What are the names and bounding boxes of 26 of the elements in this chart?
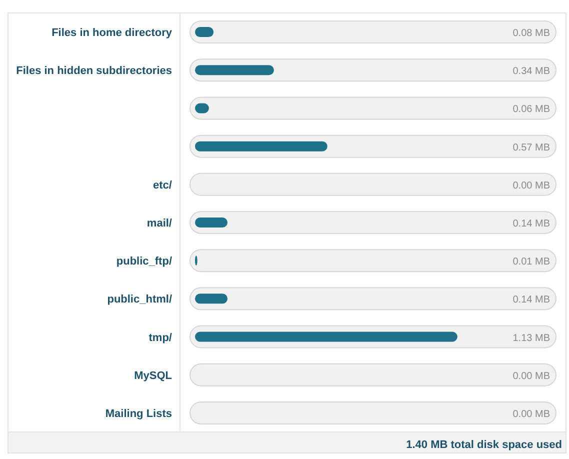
data-label: 0.57 MB — [512, 142, 550, 154]
data-label: 0.00 MB — [512, 370, 550, 382]
bar — [195, 65, 274, 76]
y-tick-label: tmp/ — [148, 332, 172, 344]
y-tick-label: mail/ — [146, 218, 172, 230]
data-label: 0.34 MB — [512, 66, 550, 78]
bar — [195, 332, 458, 342]
y-tick-label: Files in home directory — [52, 27, 173, 40]
data-label: 0.00 MB — [512, 408, 550, 420]
y-tick-label: MySQL — [134, 370, 172, 382]
bar — [195, 141, 328, 152]
data-label: 0.14 MB — [512, 218, 550, 230]
y-tick-label: etc/ — [153, 179, 172, 192]
y-tick-label: public_ftp/ — [116, 256, 172, 268]
text: 1.40 MB total disk space used — [406, 439, 562, 451]
y-tick-label: Mailing Lists — [105, 408, 172, 420]
data-label: 0.08 MB — [512, 28, 550, 40]
data-label: 0.14 MB — [512, 294, 550, 306]
data-label: 0.00 MB — [512, 180, 550, 192]
data-label: 0.01 MB — [512, 256, 550, 268]
data-label: 0.06 MB — [512, 104, 550, 116]
y-tick-label: public_html/ — [107, 294, 172, 306]
data-label: 1.13 MB — [512, 332, 550, 344]
bar — [195, 218, 228, 228]
bar — [195, 294, 228, 304]
y-tick-label: Files in hidden subdirectories — [16, 65, 172, 78]
